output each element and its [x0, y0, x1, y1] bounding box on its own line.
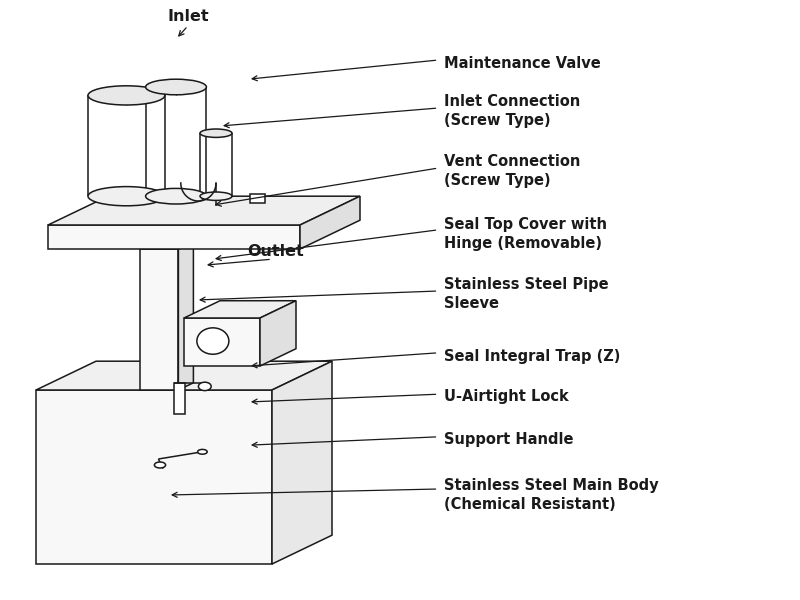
Polygon shape — [184, 301, 296, 318]
Text: Seal Integral Trap (Z): Seal Integral Trap (Z) — [444, 349, 620, 364]
Polygon shape — [36, 361, 332, 390]
Text: Vent Connection
(Screw Type): Vent Connection (Screw Type) — [444, 154, 580, 188]
Text: Support Handle: Support Handle — [444, 432, 574, 446]
Bar — [250, 194, 265, 203]
Text: U-Airtight Lock: U-Airtight Lock — [444, 389, 569, 403]
Polygon shape — [48, 196, 360, 225]
Polygon shape — [140, 242, 194, 249]
Ellipse shape — [154, 462, 166, 468]
Text: Outlet: Outlet — [248, 244, 304, 259]
Bar — [174, 383, 185, 414]
Polygon shape — [300, 196, 360, 249]
Text: Maintenance Valve: Maintenance Valve — [444, 55, 601, 70]
Bar — [184, 318, 260, 366]
Text: Inlet: Inlet — [167, 9, 209, 24]
Bar — [48, 225, 300, 249]
Text: Seal Top Cover with
Hinge (Removable): Seal Top Cover with Hinge (Removable) — [444, 217, 607, 251]
Ellipse shape — [146, 79, 206, 95]
Ellipse shape — [198, 449, 207, 454]
Text: Stainless Steel Main Body
(Chemical Resistant): Stainless Steel Main Body (Chemical Resi… — [444, 478, 658, 512]
Ellipse shape — [197, 328, 229, 354]
Polygon shape — [260, 301, 296, 366]
Ellipse shape — [146, 188, 206, 204]
Text: Inlet Connection
(Screw Type): Inlet Connection (Screw Type) — [444, 94, 580, 128]
Ellipse shape — [88, 187, 165, 206]
Polygon shape — [178, 242, 194, 390]
Bar — [140, 249, 178, 390]
Ellipse shape — [200, 192, 232, 200]
Bar — [36, 390, 272, 564]
Ellipse shape — [200, 129, 232, 137]
Ellipse shape — [88, 86, 165, 105]
Ellipse shape — [198, 382, 211, 391]
Polygon shape — [272, 361, 332, 564]
Text: Stainless Steel Pipe
Sleeve: Stainless Steel Pipe Sleeve — [444, 277, 609, 311]
